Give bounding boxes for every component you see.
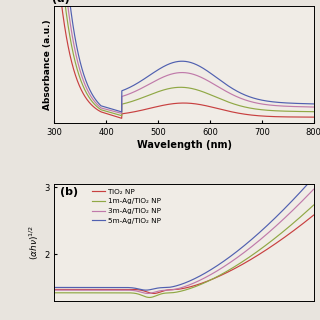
- 1m-Ag/TiO₂ NP: [304, 210, 308, 214]
- X-axis label: Wavelength (nm): Wavelength (nm): [137, 140, 231, 150]
- 3m-Ag/TiO₂ NP: [66, 288, 69, 292]
- 5m-Ag/TiO₂ NP: [172, 284, 176, 288]
- 3m-Ag/TiO₂ NP: [257, 239, 260, 243]
- 1m-Ag/TiO₂ NP: [148, 296, 151, 300]
- Line: TiO₂ NP: TiO₂ NP: [54, 215, 314, 293]
- 5m-Ag/TiO₂ NP: [257, 231, 260, 235]
- Text: (a): (a): [52, 0, 69, 4]
- 5m-Ag/TiO₂ NP: [304, 184, 308, 188]
- 5m-Ag/TiO₂ NP: [179, 283, 182, 286]
- 1m-Ag/TiO₂ NP: [304, 210, 308, 214]
- TiO₂ NP: [172, 288, 176, 292]
- 1m-Ag/TiO₂ NP: [172, 291, 176, 294]
- 5m-Ag/TiO₂ NP: [66, 285, 69, 289]
- TiO₂ NP: [257, 253, 260, 257]
- 5m-Ag/TiO₂ NP: [52, 285, 56, 289]
- 5m-Ag/TiO₂ NP: [144, 288, 148, 292]
- 5m-Ag/TiO₂ NP: [312, 176, 316, 180]
- TiO₂ NP: [66, 288, 69, 292]
- Y-axis label: Absorbance (a.u.): Absorbance (a.u.): [43, 20, 52, 110]
- 3m-Ag/TiO₂ NP: [179, 286, 182, 290]
- Line: 1m-Ag/TiO₂ NP: 1m-Ag/TiO₂ NP: [54, 205, 314, 298]
- TiO₂ NP: [179, 287, 182, 291]
- 1m-Ag/TiO₂ NP: [52, 291, 56, 295]
- Line: 5m-Ag/TiO₂ NP: 5m-Ag/TiO₂ NP: [54, 178, 314, 290]
- 3m-Ag/TiO₂ NP: [172, 288, 176, 292]
- 3m-Ag/TiO₂ NP: [146, 292, 150, 295]
- Line: 3m-Ag/TiO₂ NP: 3m-Ag/TiO₂ NP: [54, 189, 314, 293]
- 1m-Ag/TiO₂ NP: [179, 289, 182, 293]
- TiO₂ NP: [304, 219, 308, 223]
- 3m-Ag/TiO₂ NP: [304, 195, 308, 199]
- TiO₂ NP: [52, 288, 56, 292]
- 3m-Ag/TiO₂ NP: [52, 288, 56, 292]
- 5m-Ag/TiO₂ NP: [304, 184, 308, 188]
- 1m-Ag/TiO₂ NP: [257, 249, 260, 252]
- 1m-Ag/TiO₂ NP: [66, 291, 69, 295]
- TiO₂ NP: [152, 292, 156, 295]
- Y-axis label: $(\alpha h\nu)^{1/2}$: $(\alpha h\nu)^{1/2}$: [28, 225, 41, 260]
- TiO₂ NP: [304, 219, 308, 223]
- 3m-Ag/TiO₂ NP: [304, 195, 308, 199]
- Text: (b): (b): [60, 188, 78, 197]
- TiO₂ NP: [312, 213, 316, 217]
- Legend: TiO₂ NP, 1m-Ag/TiO₂ NP, 3m-Ag/TiO₂ NP, 5m-Ag/TiO₂ NP: TiO₂ NP, 1m-Ag/TiO₂ NP, 3m-Ag/TiO₂ NP, 5…: [92, 189, 161, 224]
- 3m-Ag/TiO₂ NP: [312, 187, 316, 191]
- 1m-Ag/TiO₂ NP: [312, 203, 316, 207]
